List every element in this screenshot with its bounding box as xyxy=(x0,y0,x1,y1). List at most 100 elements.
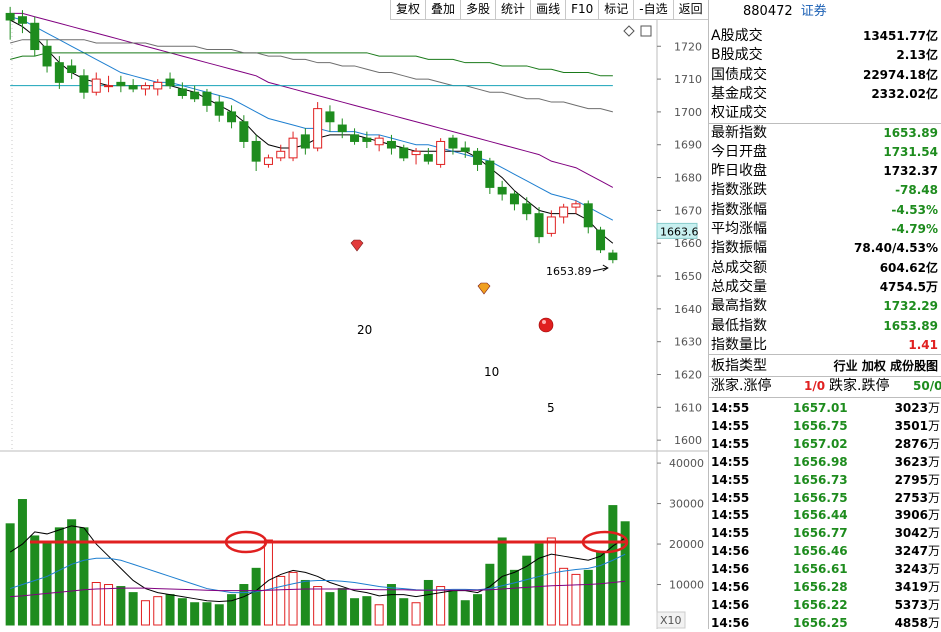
separator xyxy=(709,354,941,355)
toolbar-button-3[interactable]: 统计 xyxy=(495,0,530,19)
tick-time: 14:56 xyxy=(711,580,750,594)
stat-label: B股成交 xyxy=(711,47,763,64)
kline-chart[interactable]: 1720 1710 1700 1690 1680 1670 1660 1650 1640 1630… xyxy=(0,0,708,629)
ma-line-ma5 xyxy=(10,39,613,113)
tick-row[interactable]: 14:55 1656.73 2795万 xyxy=(709,471,941,489)
price-tick-label: 1610 xyxy=(674,401,702,414)
stat-label: 昨日收盘 xyxy=(711,163,767,180)
index-name[interactable]: 证券 xyxy=(800,4,827,19)
ma-line-ma2 xyxy=(10,16,614,221)
stat-row: 最新指数 1653.89 xyxy=(711,124,940,143)
stat-label: 最低指数 xyxy=(711,317,767,334)
candle-body xyxy=(473,150,483,165)
candle-body xyxy=(177,88,187,96)
candle-body xyxy=(153,81,163,90)
tick-row[interactable]: 14:55 1656.77 3042万 xyxy=(709,524,941,542)
quote-panel: 880472 证券 A股成交 13451.77亿 B股成交 2.13亿 国债成交 2297… xyxy=(708,0,941,632)
tick-time: 14:56 xyxy=(711,615,750,630)
tick-volume-cell: 3623万 xyxy=(895,453,940,471)
volume-bar xyxy=(608,505,618,626)
volume-bar xyxy=(263,539,273,626)
candle-body xyxy=(276,150,286,159)
tick-unit: 万 xyxy=(927,472,940,487)
volume-bar xyxy=(411,602,421,626)
toolbar-button-6[interactable]: 标记 xyxy=(598,0,633,19)
chart-canvas[interactable]: 1720 1710 1700 1690 1680 1670 1660 1650 1640 1630… xyxy=(0,0,708,629)
tick-row[interactable]: 14:56 1656.25 4858万 xyxy=(709,614,941,632)
tick-price: 1656.75 xyxy=(793,418,848,433)
volume-bar xyxy=(374,604,384,626)
candle-body xyxy=(374,137,384,146)
panel-header: 880472 证券 xyxy=(709,0,941,24)
tick-price: 1657.01 xyxy=(793,401,848,415)
volume-bar xyxy=(177,598,187,626)
candle-body xyxy=(509,193,519,205)
volume-tick-label: 40000 xyxy=(669,457,704,470)
stat-label: 指数振幅 xyxy=(711,240,767,257)
down-label: 跌家.跌停 xyxy=(829,378,890,394)
tick-volume-cell: 3419万 xyxy=(895,578,940,596)
volume-bar xyxy=(104,584,114,626)
tick-time: 14:55 xyxy=(711,472,750,487)
stat-label: 指数涨跌 xyxy=(711,182,767,199)
toolbar-button-8[interactable]: 返回 xyxy=(672,0,708,19)
stat-value: 1731.54 xyxy=(883,144,938,159)
stat-row: 昨日收盘 1732.37 xyxy=(711,162,940,181)
stat-row: A股成交 13451.77亿 xyxy=(711,27,940,46)
price-tick-label: 1660 xyxy=(674,237,702,250)
tick-volume-cell: 3501万 xyxy=(895,417,940,435)
tick-row[interactable]: 14:55 1656.75 2753万 xyxy=(709,489,941,507)
volume-bar xyxy=(140,600,150,626)
board-type: 板指类型 行业 加权 成份股图 xyxy=(711,357,940,376)
tick-row[interactable]: 14:56 1656.46 3247万 xyxy=(709,542,941,560)
tick-volume: 3419 xyxy=(894,580,928,594)
candle-body xyxy=(411,150,421,156)
toolbar-button-7[interactable]: -自选 xyxy=(633,0,672,19)
candle-body xyxy=(54,62,64,83)
price-tick-label: 1670 xyxy=(674,204,702,217)
signal-gem-icon xyxy=(350,239,364,252)
board-label: 板指类型 xyxy=(711,358,767,374)
candle-body xyxy=(104,85,114,88)
stat-value: 1732.37 xyxy=(883,164,938,179)
volume-tick-label: 30000 xyxy=(669,498,704,511)
tick-volume: 3906 xyxy=(894,508,928,523)
candle-body xyxy=(227,111,237,123)
board-tags[interactable]: 行业 加权 成份股图 xyxy=(833,359,938,373)
tick-row[interactable]: 14:55 1656.75 3501万 xyxy=(709,417,941,435)
tick-row[interactable]: 14:56 1656.61 3243万 xyxy=(709,560,941,578)
stat-value: -78.48 xyxy=(895,183,938,198)
toolbar-button-5[interactable]: F10 xyxy=(565,0,598,19)
stat-label: 权证成交 xyxy=(711,105,767,122)
stat-value: 2332.02亿 xyxy=(871,86,938,101)
tick-row[interactable]: 14:55 1657.01 3023万 xyxy=(709,399,941,417)
tick-row[interactable]: 14:55 1657.02 2876万 xyxy=(709,435,941,453)
volume-bar xyxy=(485,563,495,626)
toolbar-button-2[interactable]: 多股 xyxy=(460,0,495,19)
volume-multiplier-label: X10 xyxy=(660,614,682,627)
candle-body xyxy=(460,147,470,152)
volume-bar xyxy=(386,584,396,626)
volume-bar xyxy=(153,596,163,626)
tick-volume-cell: 3243万 xyxy=(895,560,940,578)
candle-body xyxy=(386,140,396,149)
tick-row[interactable]: 14:56 1656.28 3419万 xyxy=(709,578,941,596)
tick-row[interactable]: 14:56 1656.22 5373万 xyxy=(709,596,941,614)
candle-body xyxy=(436,140,446,165)
volume-bar xyxy=(214,604,224,626)
toolbar-button-1[interactable]: 叠加 xyxy=(425,0,460,19)
stat-label: 指数涨幅 xyxy=(711,201,767,218)
toolbar-button-4[interactable]: 画线 xyxy=(530,0,565,19)
volume-ma-v3 xyxy=(10,580,626,598)
candle-body xyxy=(288,137,298,159)
tick-row[interactable]: 14:55 1656.44 3906万 xyxy=(709,506,941,524)
annotation-ellipse xyxy=(581,530,629,554)
stat-row: 指数振幅 78.40/4.53% xyxy=(711,239,940,258)
toolbar-button-0[interactable]: 复权 xyxy=(390,0,425,19)
tick-row[interactable]: 14:55 1656.98 3623万 xyxy=(709,453,941,471)
volume-bar xyxy=(128,592,138,626)
signal-ball-icon xyxy=(538,317,554,333)
volume-bar xyxy=(559,567,569,626)
tick-time: 14:55 xyxy=(711,418,750,433)
stat-row: 指数涨跌 -78.48 xyxy=(711,181,940,200)
